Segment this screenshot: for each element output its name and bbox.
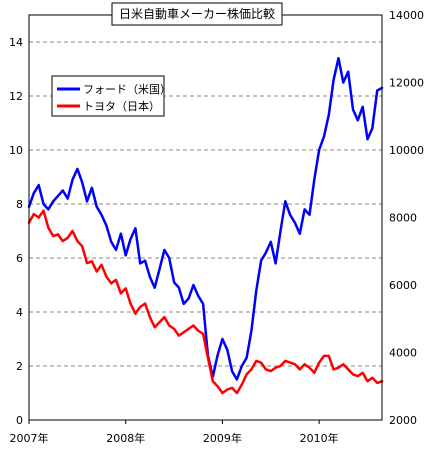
left-tick-label: 12 (9, 90, 23, 103)
x-tick-label: 2009年 (203, 431, 242, 445)
chart-title-box: 日米自動車メーカー株価比較 (111, 2, 283, 26)
x-tick-label: 2010年 (300, 431, 339, 445)
chart-title: 日米自動車メーカー株価比較 (119, 6, 275, 21)
left-tick-label: 4 (16, 306, 23, 319)
left-tick-label: 2 (16, 360, 23, 373)
right-axis-ticks: 2000 4000 6000 8000 10000 12000 14000 (389, 9, 424, 427)
right-tick-label: 10000 (389, 144, 424, 157)
legend-label-ford: フォード（米国） (83, 83, 171, 96)
right-tick-label: 4000 (389, 347, 417, 360)
left-tick-label: 0 (16, 414, 23, 427)
legend-label-toyota: トヨタ（日本） (83, 99, 160, 113)
legend: フォード（米国） トヨタ（日本） (51, 75, 171, 117)
left-tick-label: 6 (16, 252, 23, 265)
gridlines (29, 41, 382, 367)
series-line-toyota (27, 209, 384, 395)
left-tick-label: 8 (16, 198, 23, 211)
right-tick-label: 14000 (389, 9, 424, 22)
right-tick-label: 8000 (389, 212, 417, 225)
left-tick-label: 14 (9, 36, 23, 49)
right-tick-label: 6000 (389, 279, 417, 292)
right-tick-label: 12000 (389, 77, 424, 90)
x-tick-label: 2008年 (106, 431, 145, 445)
series-lines (27, 56, 384, 395)
right-tick-label: 2000 (389, 414, 417, 427)
series-line-ford (27, 56, 384, 381)
x-tick-label: 2007年 (10, 431, 49, 445)
left-axis-ticks: 0 2 4 6 8 10 12 14 (9, 36, 23, 427)
x-axis-ticks: 2007年 2008年 2009年 2010年 (10, 420, 339, 445)
left-tick-label: 10 (9, 144, 23, 157)
